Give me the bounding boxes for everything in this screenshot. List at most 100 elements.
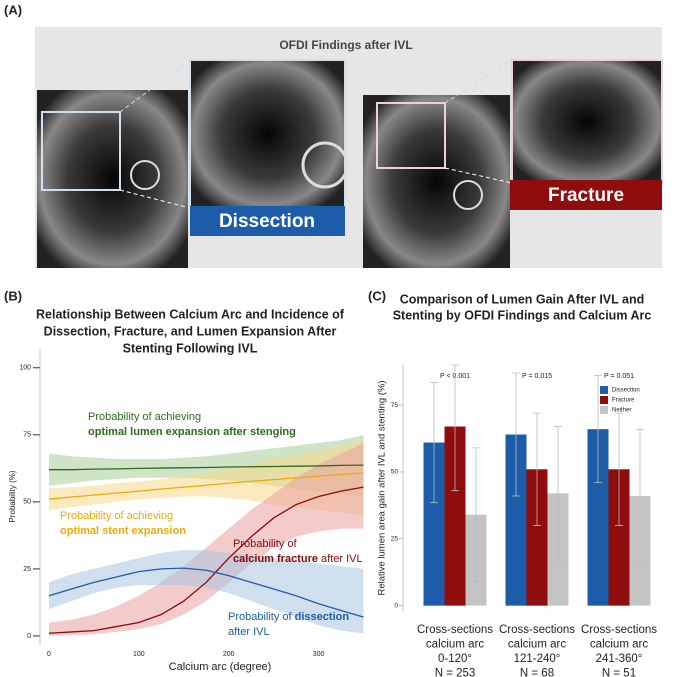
x-tick-label: 241-360° <box>596 653 643 665</box>
x-tick-label: calcium arc <box>508 639 566 651</box>
y-tick-label: 25 <box>391 536 399 543</box>
probability-line <box>48 464 364 471</box>
y-tick-label: 100 <box>19 365 31 372</box>
legend-label: Fracture <box>612 398 635 404</box>
bar <box>587 429 609 606</box>
x-tick-label: calcium arc <box>590 639 648 651</box>
annotation-segment: optimal stent expansion <box>60 525 186 537</box>
chart-title: Relationship Between Calcium Arc and Inc… <box>36 307 345 321</box>
legend-label: Neither <box>612 408 631 414</box>
error-bar <box>594 375 602 484</box>
catheter <box>130 160 160 190</box>
y-tick-label: 0 <box>394 602 398 609</box>
x-tick-label: 0-120° <box>438 653 472 665</box>
annotation-segment: after IVL <box>228 626 270 638</box>
zoom-box <box>376 102 446 169</box>
image-label: Fracture <box>548 185 624 206</box>
panel-label: (A) <box>4 2 22 17</box>
x-tick-label: 300 <box>313 651 325 658</box>
y-tick-label: 25 <box>23 566 31 573</box>
p-value: P = 0.015 <box>522 373 552 380</box>
annotation-segment: optimal lumen expansion after stenging <box>88 426 296 438</box>
x-tick-label: N = 51 <box>602 668 636 677</box>
panel-label: (C) <box>368 288 386 303</box>
x-tick-label: N = 253 <box>435 668 476 677</box>
catheter <box>453 180 483 210</box>
probability-line <box>48 486 364 634</box>
y-tick-label: 75 <box>23 432 31 439</box>
x-tick-label: Cross-sections <box>499 624 575 636</box>
bar <box>423 442 445 606</box>
zoom-line <box>444 59 513 104</box>
annotation-segment: Probability of achieving <box>88 411 201 423</box>
x-tick-label: calcium arc <box>426 639 484 651</box>
x-axis-label: Calcium arc (degree) <box>169 661 272 673</box>
error-bar <box>430 381 438 504</box>
confidence-band <box>48 550 364 634</box>
zoom-line <box>444 167 513 184</box>
x-tick-label: 121-240° <box>514 653 561 665</box>
catheter <box>301 141 349 189</box>
y-tick-label: 0 <box>27 633 31 640</box>
x-tick-label: 0 <box>47 651 51 658</box>
zoom-box <box>41 111 121 191</box>
error-bar <box>533 412 541 526</box>
oct-image <box>363 95 510 268</box>
oct-image <box>37 90 188 268</box>
p-value: P = 0.051 <box>604 373 634 380</box>
error-bar <box>615 412 623 526</box>
label-box <box>510 180 662 210</box>
error-bar <box>636 428 644 564</box>
x-tick-label: 100 <box>133 651 145 658</box>
bar <box>444 426 466 606</box>
zoom-line <box>119 59 191 113</box>
probability-line <box>48 567 364 618</box>
x-tick-label: Cross-sections <box>581 624 657 636</box>
chart-title: Stenting Following IVL <box>123 341 258 355</box>
y-axis-label: Relative lumen area gain after IVL and s… <box>377 380 388 595</box>
error-bar <box>554 426 562 561</box>
annotation: Probability of achieving <box>88 411 201 423</box>
annotation: calcium fracture after IVL <box>233 553 363 565</box>
chart-title: Dissection, Fracture, and Lumen Expansio… <box>44 324 337 338</box>
chart-title: Stenting by OFDI Findings and Calcium Ar… <box>393 308 652 322</box>
probability-line <box>48 472 364 500</box>
annotation: Probability of dissection <box>228 611 349 623</box>
x-tick-label: N = 68 <box>520 668 554 677</box>
annotation-segment: Probability of <box>228 611 295 623</box>
label-box <box>190 206 345 236</box>
annotation: Probability of achieving <box>60 510 173 522</box>
legend-swatch <box>600 406 608 414</box>
annotation-segment: after IVL <box>318 553 363 565</box>
annotation: optimal lumen expansion after stenging <box>88 426 296 438</box>
panel-label: (B) <box>4 288 22 303</box>
bar <box>608 469 630 606</box>
annotation-segment: dissection <box>295 611 350 623</box>
y-tick-label: 50 <box>391 469 399 476</box>
legend-swatch <box>600 396 608 404</box>
error-bar <box>451 364 459 492</box>
annotation: optimal stent expansion <box>60 525 186 537</box>
confidence-band <box>48 442 364 636</box>
error-bar <box>512 372 520 497</box>
legend-label: Dissection <box>612 388 640 394</box>
chart-title: Comparison of Lumen Gain After IVL and <box>400 292 644 306</box>
x-tick-label: 200 <box>223 651 235 658</box>
image-label: Dissection <box>219 211 315 232</box>
y-axis-label: Probability (%) <box>8 470 17 522</box>
legend-swatch <box>600 386 608 394</box>
zoom-line <box>119 189 191 209</box>
bar <box>505 434 527 606</box>
error-bar <box>472 447 480 582</box>
panel-a-title: OFDI Findings after IVL <box>279 38 412 52</box>
bar <box>526 469 548 606</box>
annotation-segment: Probability of achieving <box>60 510 173 522</box>
annotation-segment: calcium fracture <box>233 553 318 565</box>
annotation: Probability of <box>233 538 298 550</box>
x-tick-label: Cross-sections <box>417 624 493 636</box>
annotation: after IVL <box>228 626 270 638</box>
zoom-image <box>511 59 663 184</box>
annotation-segment: Probability of <box>233 538 298 550</box>
y-tick-label: 50 <box>23 499 31 506</box>
